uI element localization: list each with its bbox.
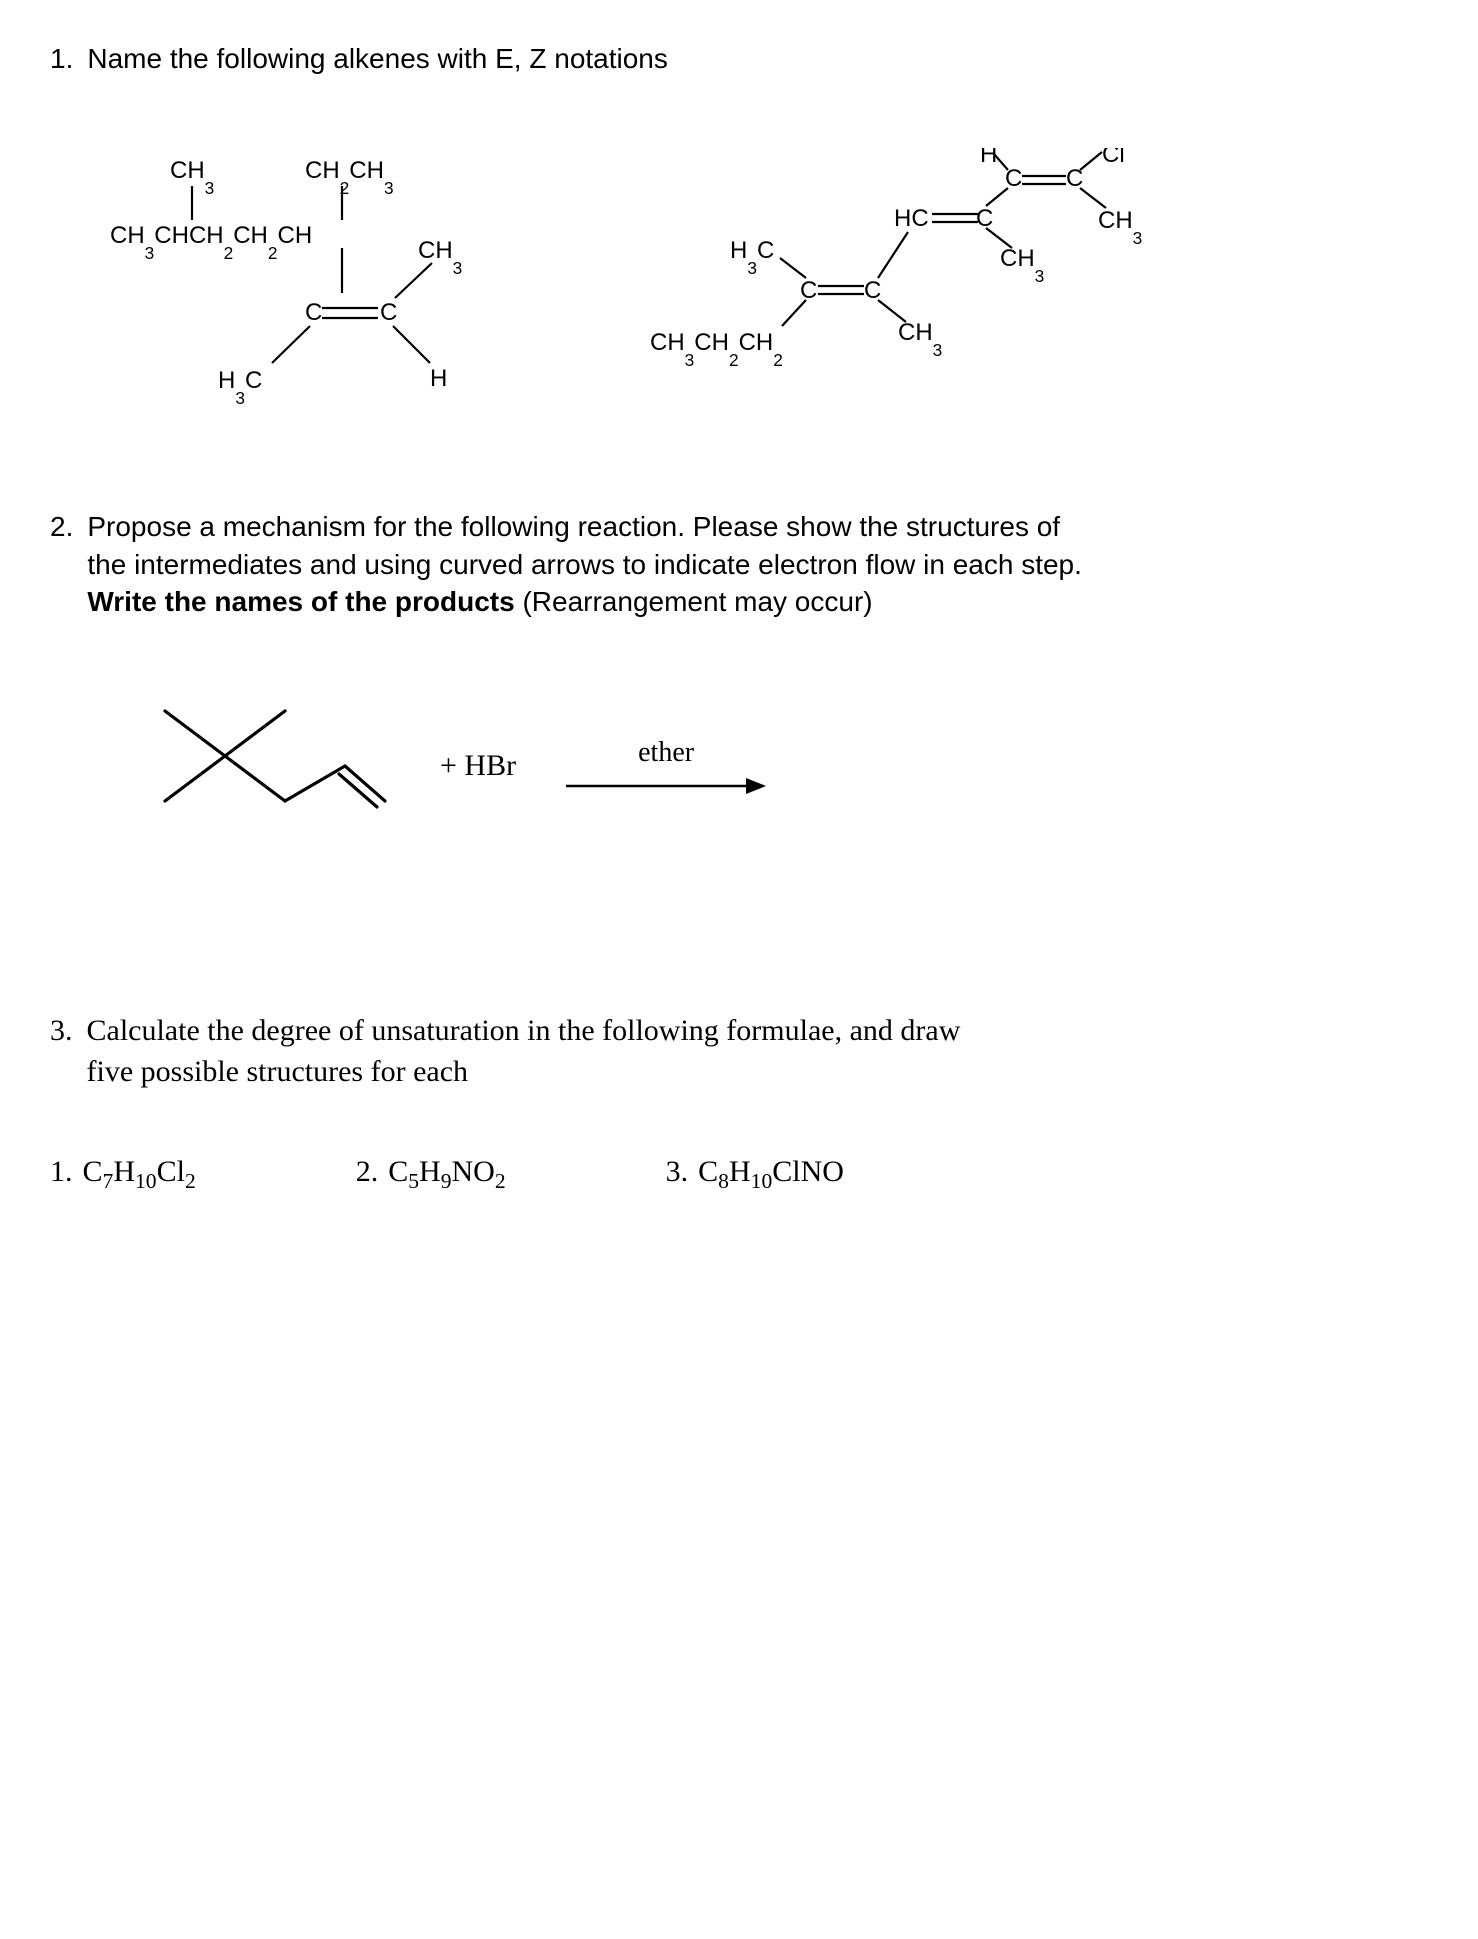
svg-text:CH3CHCH2CH2CH: CH3CHCH2CH2CH xyxy=(110,222,312,263)
q3-f1-num: 1. xyxy=(50,1152,73,1193)
svg-text:HC: HC xyxy=(894,205,929,232)
q2-line1: Propose a mechanism for the following re… xyxy=(87,511,1060,542)
svg-text:C: C xyxy=(1005,165,1022,192)
q2-text: Propose a mechanism for the following re… xyxy=(87,508,1428,621)
svg-text:C: C xyxy=(305,299,322,326)
q2-arrow-block: ether xyxy=(566,734,766,798)
q1-figures: CH3 CH2CH3 CH3CHCH2CH2CH CH3 C C H3C H xyxy=(110,148,1428,428)
q3-header: 3. Calculate the degree of unsaturation … xyxy=(50,1011,1428,1092)
svg-text:Cl: Cl xyxy=(1102,148,1125,168)
q2-header: 2. Propose a mechanism for the following… xyxy=(50,508,1428,621)
q3-f2-text: C5H9NO2 xyxy=(388,1152,505,1193)
q3-formula-3: 3. C8H10ClNO xyxy=(666,1152,844,1193)
q3-line2: five possible structures for each xyxy=(87,1055,469,1088)
svg-text:H3C: H3C xyxy=(218,367,262,408)
svg-text:C: C xyxy=(1066,165,1083,192)
svg-text:CH3CH2CH2: CH3CH2CH2 xyxy=(650,329,783,370)
svg-text:H: H xyxy=(980,148,997,168)
q2-line3: Write the names of the products xyxy=(87,586,514,617)
q2-substrate xyxy=(130,681,390,851)
q2-reaction: + HBr ether xyxy=(130,681,1428,851)
q2-line3-tail: (Rearrangement may occur) xyxy=(515,586,873,617)
svg-text:CH3: CH3 xyxy=(1098,207,1142,248)
q1-number: 1. xyxy=(50,40,73,78)
svg-text:H3C: H3C xyxy=(730,237,774,278)
q3-line1: Calculate the degree of unsaturation in … xyxy=(87,1014,961,1047)
svg-text:C: C xyxy=(864,277,881,304)
q3-text: Calculate the degree of unsaturation in … xyxy=(87,1011,1429,1092)
q2-number: 2. xyxy=(50,508,73,546)
q3-formula-2: 2. C5H9NO2 xyxy=(356,1152,506,1193)
q3-f3-num: 3. xyxy=(666,1152,689,1193)
q1-molecule-left: CH3 CH2CH3 CH3CHCH2CH2CH CH3 C C H3C H xyxy=(110,148,530,428)
svg-text:C: C xyxy=(800,277,817,304)
svg-text:CH3: CH3 xyxy=(898,319,942,360)
svg-text:CH3: CH3 xyxy=(418,237,462,278)
question-2: 2. Propose a mechanism for the following… xyxy=(50,508,1428,851)
q2-reagent: + HBr xyxy=(440,746,516,787)
q3-formulas: 1. C7H10Cl2 2. C5H9NO2 3. C8H10ClNO xyxy=(50,1152,1428,1193)
q3-f3-text: C8H10ClNO xyxy=(698,1152,844,1193)
svg-text:C: C xyxy=(976,205,993,232)
q3-formula-1: 1. C7H10Cl2 xyxy=(50,1152,196,1193)
q2-arrow-label: ether xyxy=(638,734,694,772)
svg-text:CH2CH3: CH2CH3 xyxy=(305,157,394,198)
arrow-icon xyxy=(566,774,766,798)
svg-text:C: C xyxy=(380,299,397,326)
svg-text:CH3: CH3 xyxy=(1000,245,1044,286)
q3-f1-text: C7H10Cl2 xyxy=(83,1152,196,1193)
q3-number: 3. xyxy=(50,1011,73,1052)
q3-f2-num: 2. xyxy=(356,1152,379,1193)
q2-line2: the intermediates and using curved arrow… xyxy=(87,549,1082,580)
question-3: 3. Calculate the degree of unsaturation … xyxy=(50,1011,1428,1193)
q1-header: 1. Name the following alkenes with E, Z … xyxy=(50,40,1428,78)
question-1: 1. Name the following alkenes with E, Z … xyxy=(50,40,1428,428)
svg-text:H: H xyxy=(430,365,447,392)
q1-text: Name the following alkenes with E, Z not… xyxy=(87,40,1428,78)
q1-molecule-right: H Cl C C CH3 HC C CH3 H3C C C CH3 CH3CH2… xyxy=(650,148,1170,408)
